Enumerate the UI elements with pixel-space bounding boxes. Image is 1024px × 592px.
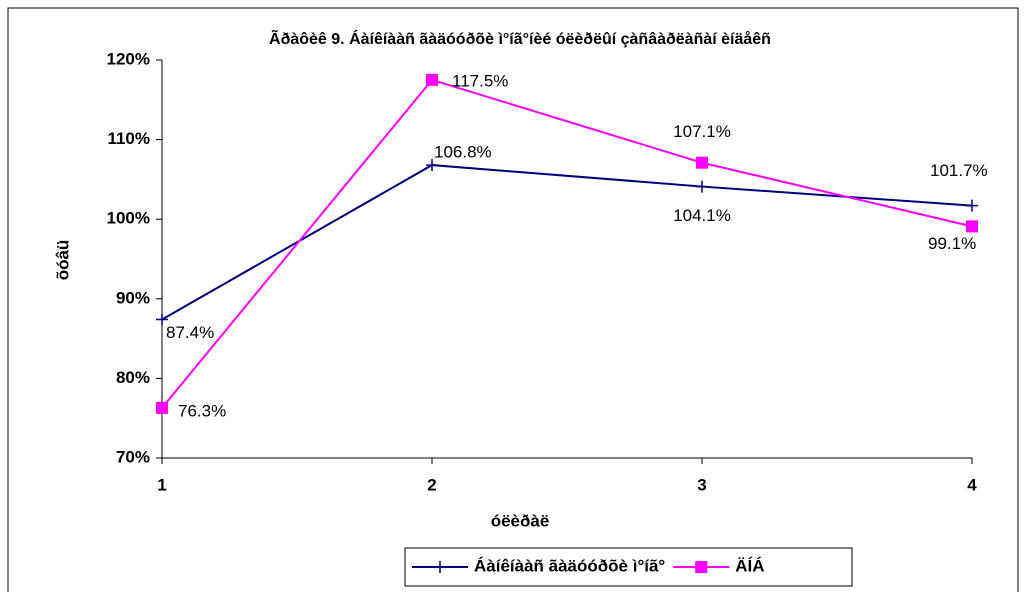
legend-label: Áàíêíààñ ãàäóóðõè ì°íã°: [474, 556, 665, 575]
chart-title: Ãðàôèê 9. Áàíêíààñ ãàäóóðõè ì°íã°íèé óëè…: [269, 28, 771, 48]
x-tick-label: 1: [157, 475, 166, 494]
data-label: 87.4%: [166, 323, 214, 342]
y-tick-label: 70%: [116, 447, 150, 466]
data-label: 76.3%: [178, 401, 226, 420]
series-line: [161, 164, 973, 321]
series-line: [161, 78, 973, 409]
y-tick-label: 90%: [116, 288, 150, 307]
legend-label: ÄÍÁ: [735, 556, 764, 575]
x-tick-label: 2: [427, 475, 436, 494]
legend-box: [404, 547, 853, 587]
data-label: 106.8%: [434, 143, 492, 162]
data-label: 101.7%: [930, 161, 988, 180]
marker: [426, 159, 438, 172]
marker: [156, 401, 168, 414]
x-tick-label: 3: [697, 475, 706, 494]
data-label: 99.1%: [928, 234, 976, 253]
y-tick-label: 120%: [107, 49, 150, 68]
legend-marker: [695, 561, 708, 573]
chart-border: [7, 7, 1019, 592]
marker: [966, 220, 978, 233]
data-label: 107.1%: [673, 122, 731, 141]
marker: [426, 73, 438, 86]
x-tick-label: 4: [967, 475, 977, 494]
marker: [696, 156, 708, 169]
legend-marker: [434, 561, 446, 573]
data-label: 117.5%: [452, 71, 508, 90]
marker: [696, 180, 708, 193]
y-axis-label: õóâü: [53, 240, 72, 281]
data-label: 104.1%: [673, 206, 731, 225]
marker: [156, 313, 168, 326]
x-axis-label: óëèðàë: [491, 511, 550, 530]
y-tick-label: 80%: [116, 368, 150, 387]
y-tick-label: 110%: [107, 129, 150, 148]
y-tick-label: 100%: [107, 209, 150, 228]
marker: [966, 199, 978, 212]
